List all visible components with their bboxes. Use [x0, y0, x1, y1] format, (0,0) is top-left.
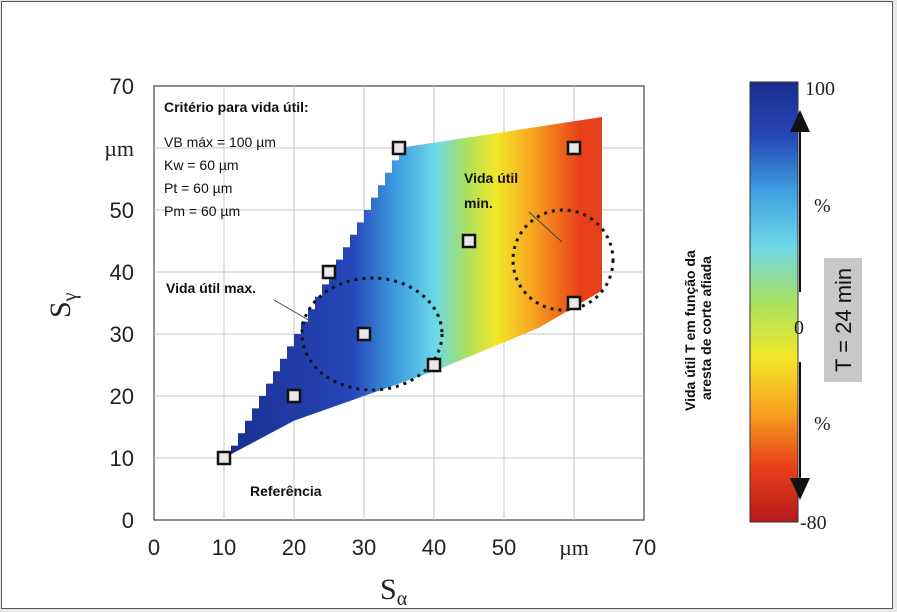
- reference-time-label: T = 24 min: [831, 268, 856, 372]
- colorbar-arrowhead-up: [790, 110, 810, 132]
- criteria-title: Critério para vida útil:: [164, 99, 309, 115]
- colorbar-max-label: 100: [805, 78, 835, 100]
- sample-point: [391, 140, 407, 156]
- max-life-pointer: [273, 299, 313, 323]
- x-tick-label: 50: [492, 535, 516, 560]
- reference-time-box: [824, 258, 862, 382]
- sample-point: [216, 450, 232, 466]
- sample-points: [216, 140, 582, 466]
- criteria-line-2: Kw = 60 µm: [164, 157, 239, 173]
- min-life-pointer: [528, 211, 563, 243]
- x-axis-title: Sα: [380, 573, 408, 610]
- colorbar-title-1: Vida útil T em função da: [682, 250, 698, 411]
- min-life-label-2: min.: [464, 195, 493, 211]
- x-tick-label: 30: [352, 535, 376, 560]
- max-life-ellipse: [300, 276, 444, 392]
- y-tick-label: 40: [110, 260, 134, 285]
- y-axis-title: Sγ: [44, 292, 81, 318]
- x-tick-labels: 0 10 20 30 40 50 µm 70: [148, 535, 656, 560]
- x-tick-label: µm: [559, 535, 589, 560]
- colorbar-unit-top: %: [814, 195, 831, 217]
- y-tick-label: 30: [110, 322, 134, 347]
- colorbar-title-2: aresta de corte afiada: [698, 256, 714, 400]
- sample-point: [321, 264, 337, 280]
- sample-point: [286, 388, 302, 404]
- colorbar-arrowhead-down: [790, 478, 810, 500]
- sample-point: [566, 295, 582, 311]
- criteria-line-4: Pm = 60 µm: [164, 203, 240, 219]
- sample-point: [356, 326, 372, 342]
- y-tick-label: 0: [122, 508, 134, 533]
- colorbar: [749, 81, 799, 523]
- y-tick-label: 70: [110, 74, 134, 99]
- colorbar-unit-bottom: %: [814, 413, 831, 435]
- colorbar-min-label: -80: [800, 512, 827, 534]
- y-tick-label: µm: [104, 136, 134, 161]
- criteria-line-1: VB máx = 100 µm: [164, 134, 276, 150]
- x-tick-label: 10: [212, 535, 236, 560]
- x-tick-label: 70: [632, 535, 656, 560]
- life-field: [224, 117, 602, 458]
- min-life-label-1: Vida útil: [464, 170, 518, 186]
- criteria-line-3: Pt = 60 µm: [164, 180, 232, 196]
- x-tick-label: 20: [282, 535, 306, 560]
- x-tick-label: 0: [148, 535, 160, 560]
- sample-point: [566, 140, 582, 156]
- colorbar-zero-label: 0: [794, 317, 804, 339]
- reference-label: Referência: [250, 483, 322, 499]
- y-tick-label: 20: [110, 384, 134, 409]
- x-tick-label: 40: [422, 535, 446, 560]
- y-tick-label: 50: [110, 198, 134, 223]
- y-tick-labels: 0 10 20 30 40 50 µm 70: [104, 74, 134, 533]
- min-life-ellipse: [511, 208, 615, 312]
- sample-point: [426, 357, 442, 373]
- y-tick-label: 10: [110, 446, 134, 471]
- max-life-label: Vida útil max.: [166, 280, 256, 296]
- sample-point: [461, 233, 477, 249]
